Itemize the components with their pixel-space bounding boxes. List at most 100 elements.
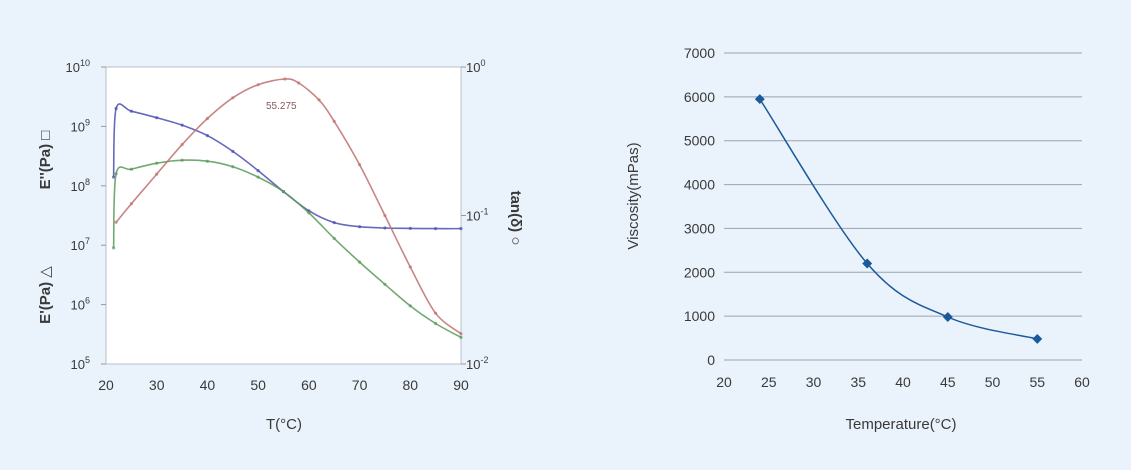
- viscosity-y-tick-labels: 0 1000 2000 3000 4000 5000 6000 7000: [684, 45, 715, 368]
- tan-delta-series-point: [459, 332, 463, 336]
- loss-modulus-series-point: [358, 260, 362, 264]
- dma-x-tick-label: 40: [200, 377, 216, 393]
- loss-modulus-series-point: [434, 321, 438, 326]
- viscosity-x-tick-label: 25: [761, 374, 777, 390]
- dma-left-label-storage-modulus: E'(Pa) △: [37, 266, 54, 324]
- tan-delta-series-point: [297, 81, 301, 85]
- loss-modulus-series: [112, 159, 462, 339]
- dma-right-tick-labels: 10-2 10-1 100: [461, 58, 488, 372]
- tan-delta-series-point: [383, 213, 387, 218]
- viscosity-data-point: [942, 312, 953, 322]
- viscosity-x-tick-label: 30: [806, 374, 822, 390]
- storage-modulus-series-point: [408, 226, 412, 230]
- viscosity-x-tick-label: 40: [895, 374, 911, 390]
- loss-modulus-series-point: [180, 158, 184, 162]
- viscosity-y-tick-label: 1000: [684, 308, 715, 324]
- loss-modulus-series-point: [114, 172, 118, 176]
- dma-x-tick-label: 50: [250, 377, 266, 393]
- viscosity-x-tick-labels: 20 25 30 35 40 45 50 55 60: [716, 374, 1090, 390]
- dma-left-tick-label: 107: [71, 236, 90, 253]
- loss-modulus-series-point: [332, 236, 336, 240]
- storage-modulus-series-point: [383, 226, 387, 230]
- storage-modulus-series-point: [434, 227, 438, 231]
- tan-delta-series-point: [358, 163, 362, 167]
- dma-x-tick-label: 60: [301, 377, 317, 393]
- tan-delta-series-point: [317, 98, 321, 102]
- dma-x-tick-label: 90: [453, 377, 469, 393]
- tan-delta-series-point: [434, 311, 438, 315]
- viscosity-data-point: [862, 258, 873, 269]
- tan-delta-series-point: [283, 77, 287, 81]
- viscosity-x-tick-label: 50: [985, 374, 1001, 390]
- viscosity-series-layer: [754, 94, 1043, 344]
- dma-x-tick-label: 20: [98, 377, 114, 393]
- dma-left-tick-label: 1010: [66, 58, 90, 75]
- viscosity-y-axis-title: Viscosity(mPas): [625, 142, 642, 249]
- dma-right-label-tan-delta: tan(δ) ○: [507, 191, 524, 246]
- storage-modulus-series: [112, 103, 462, 230]
- storage-modulus-series-point: [114, 106, 118, 111]
- dma-right-tick-label: 10-2: [466, 355, 488, 372]
- dma-right-tick-label: 100: [466, 58, 485, 75]
- loss-modulus-series-point: [155, 161, 159, 165]
- loss-modulus-series-point: [408, 304, 412, 308]
- dma-left-label-loss-modulus: E''(Pa) □: [37, 131, 54, 190]
- dma-chart: 55.275 20 30 40 50 60 70 80 90 1051061071081091…: [37, 58, 524, 433]
- tan-delta-series-point: [180, 143, 184, 147]
- viscosity-y-tick-label: 2000: [684, 264, 715, 280]
- dma-left-tick-label: 105: [71, 355, 90, 372]
- viscosity-x-tick-label: 20: [716, 374, 732, 390]
- loss-modulus-series-point: [281, 190, 286, 194]
- tan-delta-series-point: [231, 96, 235, 100]
- dma-left-tick-label: 106: [71, 296, 90, 313]
- dma-x-tick-label: 70: [352, 377, 368, 393]
- viscosity-gridlines: [724, 52, 1082, 361]
- storage-modulus-series-point: [256, 169, 260, 173]
- storage-modulus-series-point: [112, 175, 116, 179]
- loss-modulus-series-point: [256, 175, 260, 179]
- tan-delta-series-point: [332, 119, 336, 123]
- loss-modulus-series-point: [307, 211, 311, 215]
- storage-modulus-series-point: [231, 149, 235, 153]
- dma-x-tick-label: 30: [149, 377, 165, 393]
- viscosity-chart: 0 1000 2000 3000 4000 5000 6000 7000 20 25 30 35 40…: [625, 45, 1090, 433]
- tan-delta-series: [115, 78, 462, 335]
- viscosity-data-point: [1032, 333, 1043, 344]
- dma-right-tick-label: 10-1: [466, 207, 488, 224]
- dma-series-layer: [112, 77, 463, 339]
- tan-delta-series-point: [129, 202, 133, 206]
- viscosity-x-axis-title: Temperature(°C): [845, 416, 956, 433]
- dma-x-tick-label: 80: [402, 377, 418, 393]
- storage-modulus-series-point: [205, 134, 209, 138]
- dma-left-tick-labels: 105 106 107 108 109 1010: [66, 58, 106, 372]
- viscosity-y-tick-label: 5000: [684, 133, 715, 149]
- storage-modulus-series-point: [155, 116, 159, 120]
- viscosity-y-tick-label: 3000: [684, 220, 715, 236]
- viscosity-y-tick-label: 7000: [684, 45, 715, 61]
- viscosity-y-tick-label: 4000: [684, 177, 715, 193]
- loss-modulus-series-point: [383, 282, 387, 286]
- loss-modulus-series-point: [459, 335, 463, 339]
- viscosity-x-tick-label: 55: [1029, 374, 1045, 390]
- viscosity-x-tick-label: 45: [940, 374, 956, 390]
- viscosity-y-tick-label: 6000: [684, 89, 715, 105]
- storage-modulus-series-point: [358, 225, 362, 229]
- viscosity-x-tick-label: 35: [850, 374, 866, 390]
- loss-modulus-series-point: [112, 246, 116, 250]
- tan-delta-series-point: [114, 220, 118, 224]
- tan-delta-series-point: [205, 116, 209, 121]
- loss-modulus-series-point: [129, 167, 133, 171]
- dma-left-tick-label: 108: [71, 177, 90, 194]
- storage-modulus-series-point: [332, 221, 336, 225]
- loss-modulus-series-point: [231, 165, 235, 169]
- dma-left-tick-label: 109: [71, 117, 90, 134]
- tan-delta-series-point: [256, 83, 260, 87]
- viscosity-x-tick-label: 60: [1074, 374, 1090, 390]
- dma-annotation: 55.275: [266, 101, 297, 112]
- viscosity-data-point: [754, 94, 765, 105]
- viscosity-line: [759, 98, 1038, 340]
- storage-modulus-series-point: [180, 123, 184, 127]
- dma-x-axis-title: T(°C): [266, 416, 302, 433]
- dma-plot-area: [105, 66, 462, 365]
